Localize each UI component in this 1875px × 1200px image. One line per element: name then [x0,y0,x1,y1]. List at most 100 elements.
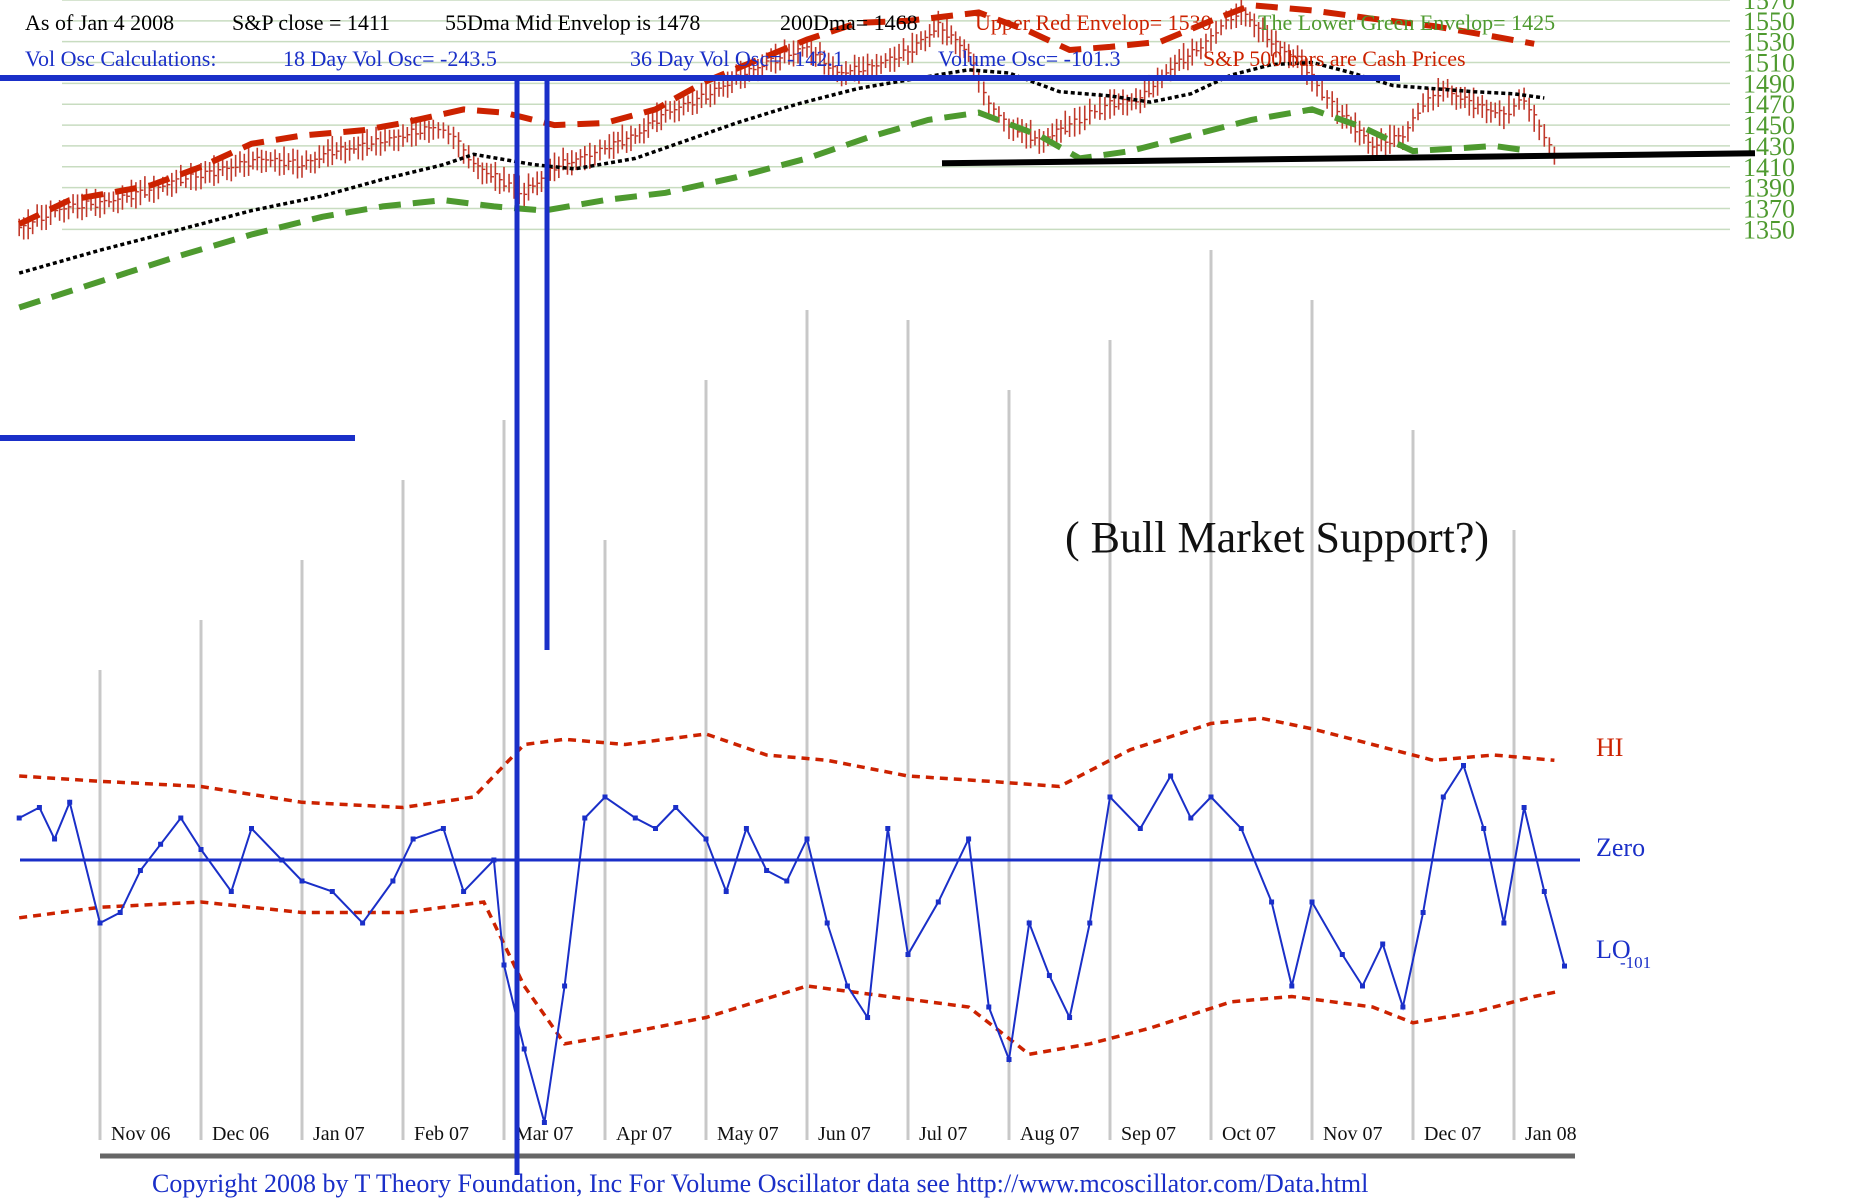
x-tick-may-07: May 07 [717,1123,779,1145]
oscillator-point [1006,1057,1012,1062]
oscillator-point [299,878,305,884]
price-tick-1370: 1370 [1743,194,1795,223]
oscillator-point [1269,899,1275,905]
oscillator-point [1521,805,1527,810]
price-axis-ticks: 1350137013901410143014501470149015101530… [1743,0,1795,244]
oscillator-point [1420,910,1426,915]
oscillator-point [1541,889,1547,894]
x-tick-sep-07: Sep 07 [1121,1123,1176,1145]
header-line-1: As of Jan 4 2008 S&P close = 1411 55Dma … [25,10,1555,35]
oscillator-point [1026,920,1032,926]
oscillator-point [491,857,497,863]
oscillator-point [521,1046,527,1052]
oscillator-point [1168,773,1174,779]
oscillator-point [461,889,467,894]
oscillator-point [1289,983,1295,989]
price-tick-1350: 1350 [1743,215,1795,244]
oscillator-point [1238,826,1244,831]
x-tick-feb-07: Feb 07 [414,1123,469,1145]
oscillator-point [1067,1015,1073,1020]
oscillator-panel [16,716,1580,1125]
header-200dma: 200Dma= 1468 [780,10,918,35]
bull-market-support-annotation: ( Bull Market Support?) [1065,513,1489,562]
x-tick-jan-07: Jan 07 [313,1123,365,1145]
oscillator-point [986,1004,992,1010]
x-tick-jun-07: Jun 07 [818,1123,871,1145]
x-tick-nov-06: Nov 06 [111,1123,170,1145]
x-tick-nov-07: Nov 07 [1323,1123,1382,1145]
header-18day-vol-osc: 18 Day Vol Osc= -243.5 [283,46,497,71]
oscillator-point [582,815,588,821]
oscillator-point [1339,952,1345,957]
oscillator-lo-band [18,900,1560,1057]
x-tick-dec-06: Dec 06 [212,1123,269,1145]
upper-red-envelope-line [17,2,1535,227]
price-tick-1450: 1450 [1743,111,1795,140]
chart-series [17,0,1558,311]
oscillator-point [653,826,658,831]
osc-zero-label: Zero [1596,833,1645,862]
price-tick-1410: 1410 [1743,153,1795,182]
oscillator-point [935,899,941,905]
oscillator-point [1461,763,1466,768]
price-tick-1550: 1550 [1743,7,1795,36]
x-tick-jan-08: Jan 08 [1525,1123,1577,1145]
oscillator-point [804,836,810,842]
oscillator-point [1107,794,1113,800]
oscillator-point [1188,815,1194,821]
oscillator-point [52,836,58,842]
x-tick-jul-07: Jul 07 [919,1123,967,1145]
oscillator-point [1481,826,1487,831]
header-cash-prices: S&P 500 bars are Cash Prices [1203,46,1466,71]
oscillator-point [1501,920,1507,926]
header-line-2: Vol Osc Calculations: 18 Day Vol Osc= -2… [25,46,1466,71]
oscillator-point [1309,899,1315,905]
oscillator-point [36,805,42,810]
x-tick-aug-07: Aug 07 [1020,1123,1079,1145]
oscillator-point [673,805,679,810]
oscillator-point [905,952,911,957]
oscillator-point [1380,941,1386,947]
osc-lo-label: LO [1596,935,1631,964]
oscillator-point [158,841,164,847]
oscillator-point [16,815,22,821]
header-55dma: 55Dma Mid Envelop is 1478 [445,10,700,35]
oscillator-point [1208,794,1214,800]
header-volume-osc: Volume Osc= -101.3 [938,46,1121,71]
oscillator-point [1562,963,1567,969]
oscillator-point [632,815,638,821]
oscillator-point [824,920,830,926]
oscillator-point [743,826,749,831]
price-tick-1570: 1570 [1743,0,1795,15]
oscillator-point [279,857,285,863]
price-tick-1470: 1470 [1743,90,1795,119]
oscillator-point [228,889,234,894]
oscillator-point [1440,794,1446,800]
volume-oscillator-line [18,763,1566,1123]
oscillator-point [1046,973,1052,978]
oscillator-point [360,920,366,926]
time-axis-ticks: Nov 06 Dec 06 Jan 07 Feb 07 Mar 07 Apr 07 May … [111,1123,1577,1145]
header-upper-envelope: Upper Red Envelop= 1530 [975,10,1212,35]
copyright-text: Copyright 2008 by T Theory Foundation, I… [152,1169,1368,1198]
oscillator-point [865,1015,871,1020]
oscillator-point [390,878,396,884]
header-sp-close: S&P close = 1411 [232,10,390,35]
oscillator-point [97,920,103,926]
header-lower-envelope: The Lower Green Envelop= 1425 [1258,10,1555,35]
oscillator-point [1087,920,1093,926]
price-tick-1390: 1390 [1743,174,1795,203]
oscillator-point [440,826,446,831]
oscillator-point [885,826,891,831]
price-gridlines [62,0,1730,231]
chart-overlays [0,75,1756,1175]
header-asof: As of Jan 4 2008 [25,10,174,35]
oscillator-point [249,826,254,831]
mid-dma-line [18,60,1545,275]
oscillator-point [844,983,850,989]
oscillator-point [1137,826,1143,831]
osc-hi-label: HI [1596,733,1623,762]
oscillator-point [764,868,770,873]
header-36day-vol-osc: 36 Day Vol Osc= -142.1 [630,46,844,71]
